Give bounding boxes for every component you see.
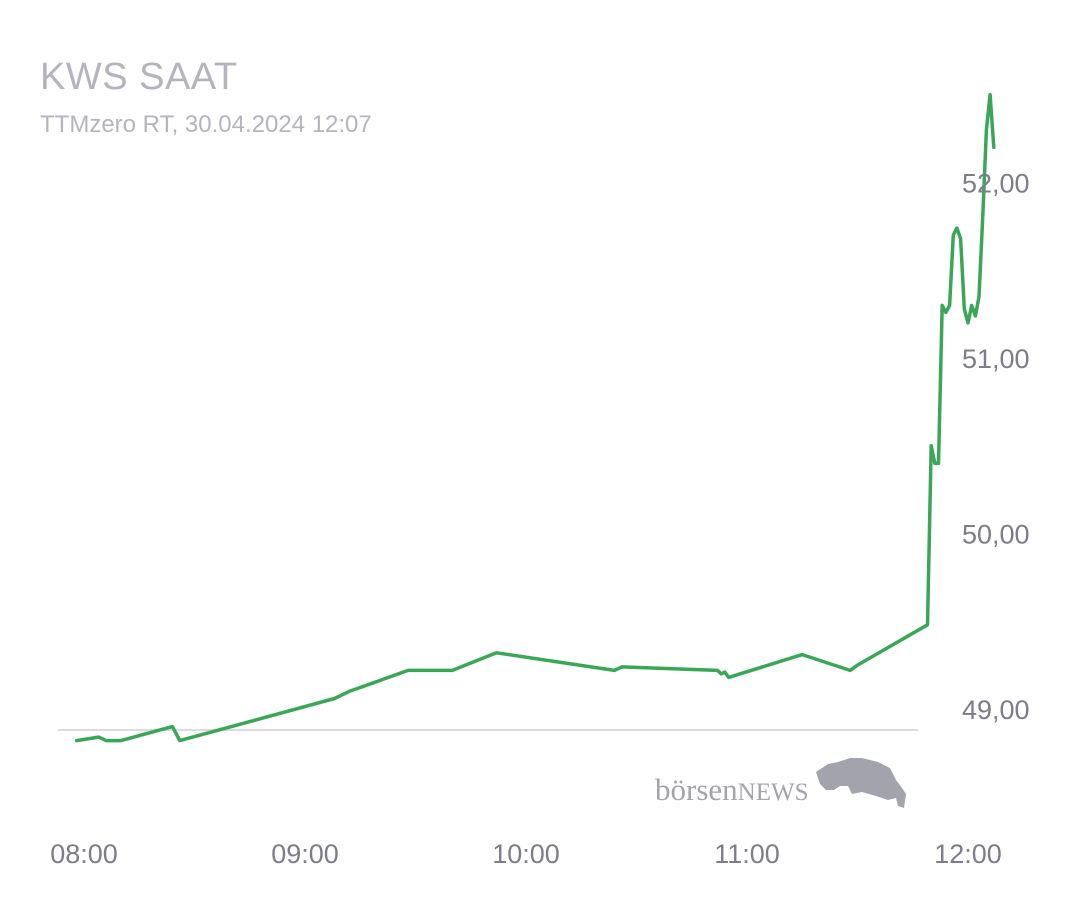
watermark-brand-upper: NEWS: [738, 779, 809, 806]
y-tick-label: 52,00: [962, 169, 1030, 199]
x-tick-label: 10:00: [492, 839, 560, 869]
watermark-brand-lower: börsen: [655, 772, 738, 807]
y-tick-label: 49,00: [962, 695, 1030, 725]
y-tick-label: 50,00: [962, 520, 1030, 550]
bull-icon: [816, 758, 906, 808]
chart-subtitle: TTMzero RT, 30.04.2024 12:07: [40, 111, 372, 138]
x-tick-label: 11:00: [714, 839, 780, 869]
x-tick-label: 12:00: [934, 839, 1002, 869]
x-axis-ticks: 08:00 09:00 10:00 11:00 12:00: [50, 839, 1002, 869]
x-tick-label: 08:00: [50, 839, 118, 869]
borsennews-watermark: börsenNEWS: [655, 758, 906, 808]
svg-text:börsenNEWS: börsenNEWS: [655, 772, 808, 807]
series-line: [74, 93, 996, 743]
y-tick-label: 51,00: [962, 344, 1030, 374]
chart-title: KWS SAAT: [40, 56, 238, 98]
y-axis-ticks: 49,00 50,00 51,00 52,00: [962, 169, 1030, 726]
x-tick-label: 09:00: [271, 839, 339, 869]
